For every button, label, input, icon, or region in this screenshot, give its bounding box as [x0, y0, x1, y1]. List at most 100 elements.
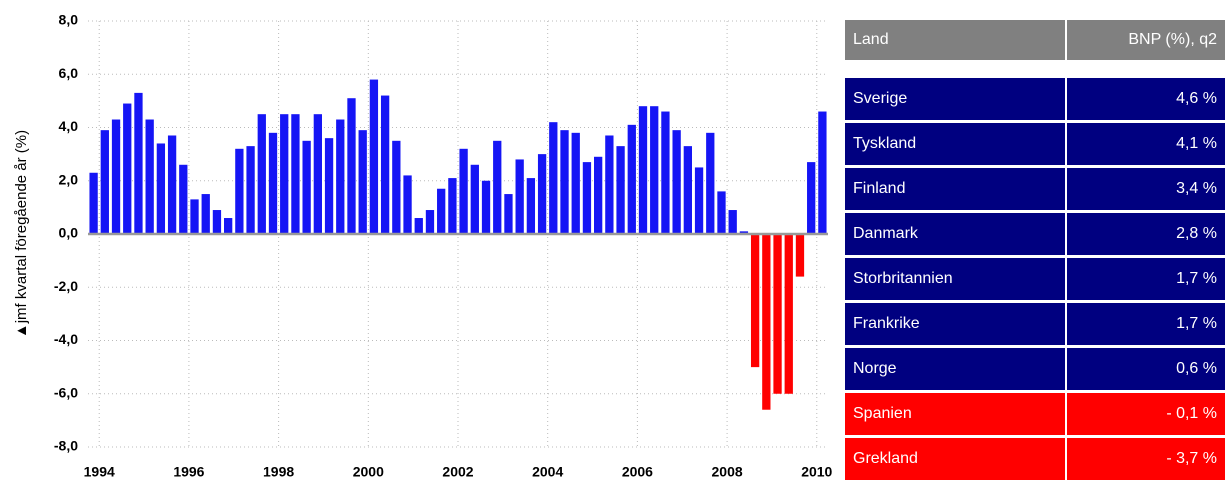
bar [672, 130, 681, 234]
value-cell: 1,7 % [1176, 270, 1217, 287]
bar [369, 79, 379, 234]
bar [280, 114, 289, 234]
bar [347, 98, 356, 235]
bar [526, 178, 536, 234]
bar [549, 122, 558, 234]
table-row: Finland 3,4 % [845, 168, 1225, 210]
y-tick-label: -6,0 [54, 384, 78, 400]
bar [392, 140, 401, 234]
bar [773, 234, 782, 394]
bar [571, 132, 580, 234]
value-cell: 3,4 % [1176, 180, 1217, 197]
bar [638, 106, 648, 234]
bar [111, 119, 121, 234]
chart: ▲jmf kvartal föregående år (%) -8,0 -6,0 -… [13, 12, 833, 480]
bar [470, 164, 479, 234]
bar [403, 175, 412, 234]
country-cell: Spanien [845, 393, 1067, 435]
x-tick-label: 2006 [622, 464, 653, 480]
bar [167, 135, 177, 234]
bar [694, 167, 704, 234]
y-tick-label: 6,0 [59, 65, 79, 81]
bar [661, 111, 670, 234]
bar [807, 162, 816, 234]
bar [650, 106, 659, 234]
y-tick-label: 0,0 [59, 225, 79, 241]
table-row: Grekland - 3,7 % [845, 438, 1225, 480]
bar [537, 154, 547, 234]
bar [313, 114, 322, 234]
bar [493, 140, 502, 234]
bar [795, 234, 805, 277]
table-row: Tyskland 4,1 % [845, 123, 1225, 165]
table-row: Sverige 4,6 % [845, 78, 1225, 120]
x-tick-label: 1996 [173, 464, 204, 480]
table-row: Storbritannien 1,7 % [845, 258, 1225, 300]
bar [627, 124, 636, 234]
bar [224, 218, 233, 234]
x-tick-label: 1994 [84, 464, 115, 480]
bar [246, 146, 255, 234]
table-row: Spanien - 0,1 % [845, 393, 1225, 435]
bar [616, 146, 625, 234]
bar [515, 159, 524, 234]
bar [605, 135, 614, 234]
table-row: Danmark 2,8 % [845, 213, 1225, 255]
x-tick-label: 2000 [353, 464, 384, 480]
bar [190, 199, 199, 234]
value-cell: - 0,1 % [1166, 405, 1217, 422]
bar [156, 143, 166, 234]
bar [728, 210, 737, 234]
bar [201, 194, 210, 234]
bar [582, 162, 592, 234]
bar [437, 188, 446, 234]
bar [448, 178, 457, 234]
country-cell: Danmark [845, 213, 1067, 255]
header-cell: Land [845, 20, 1067, 60]
bar [560, 130, 569, 234]
bar [123, 103, 132, 234]
country-cell: Sverige [845, 78, 1067, 120]
bar [784, 234, 793, 394]
x-tick-label: 2004 [532, 464, 563, 480]
bar [358, 130, 367, 234]
table: Land BNP (%), q2 Sverige 4,6 % Tyskland 4,1 %… [845, 20, 1225, 483]
bar [145, 119, 154, 234]
table-row: Norge 0,6 % [845, 348, 1225, 390]
bar [594, 156, 603, 234]
y-axis-label: ▲jmf kvartal föregående år (%) [13, 130, 30, 338]
y-tick-label: 2,0 [59, 171, 79, 187]
bar [179, 164, 188, 234]
value-cell: 0,6 % [1176, 360, 1217, 377]
x-tick-label: 2008 [712, 464, 743, 480]
bar [89, 172, 98, 234]
bar [717, 191, 726, 234]
bar [481, 180, 491, 234]
value-cell: 4,6 % [1176, 90, 1217, 107]
bar [268, 132, 278, 234]
bar [257, 114, 266, 234]
table-row: Frankrike 1,7 % [845, 303, 1225, 345]
value-cell: - 3,7 % [1166, 450, 1217, 467]
bar [425, 210, 435, 234]
y-tick-label: -4,0 [54, 331, 78, 347]
value-cell: 2,8 % [1176, 225, 1217, 242]
bar [212, 210, 222, 234]
bar [459, 148, 468, 234]
country-cell: Finland [845, 168, 1067, 210]
bar [291, 114, 300, 234]
bar [414, 218, 423, 234]
x-tick-label: 2002 [442, 464, 473, 480]
bar [818, 111, 827, 234]
bar [302, 140, 311, 234]
country-cell: Tyskland [845, 123, 1067, 165]
header-cell: BNP (%), q2 [1128, 31, 1217, 48]
bar [750, 234, 760, 368]
country-cell: Frankrike [845, 303, 1067, 345]
x-tick-label: 2010 [801, 464, 832, 480]
country-cell: Grekland [845, 438, 1067, 480]
value-cell: 1,7 % [1176, 315, 1217, 332]
bar [324, 138, 334, 234]
bar [683, 146, 692, 234]
